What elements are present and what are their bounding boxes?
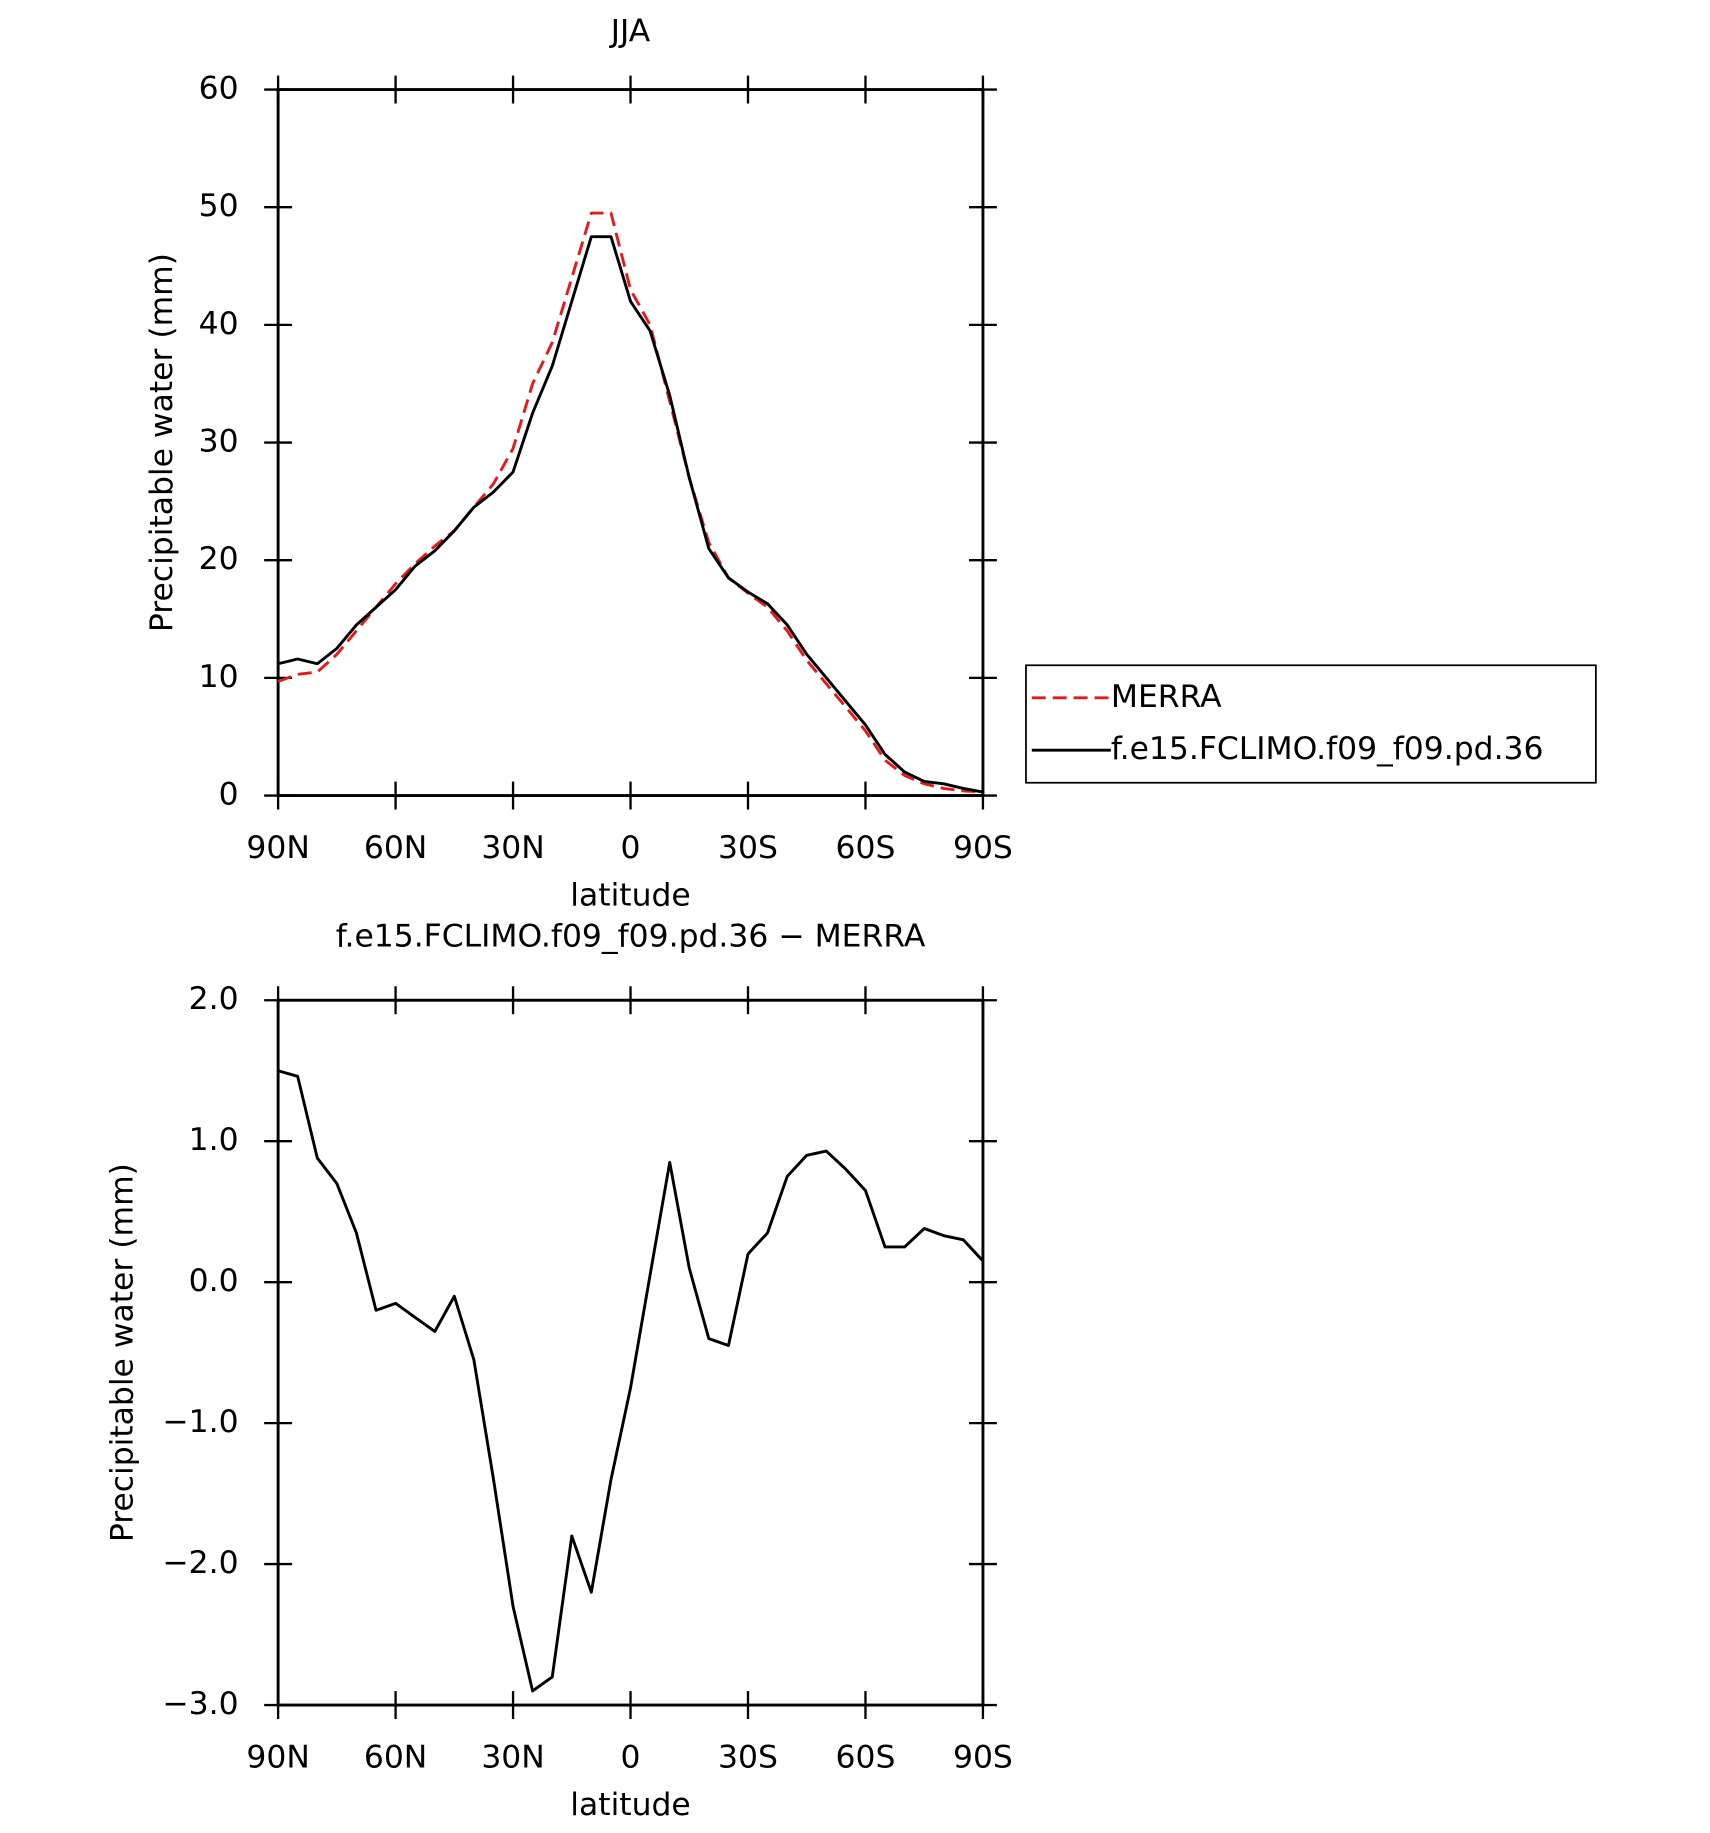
x-tick-label: 60S <box>836 1740 896 1776</box>
x-tick-label: 60S <box>836 830 896 866</box>
series-line <box>277 211 984 794</box>
y-tick-label: −3.0 <box>162 1686 238 1722</box>
x-tick-label: 0 <box>621 1740 641 1776</box>
x-tick-label: 90S <box>953 1740 1013 1776</box>
x-axis-label: latitude <box>570 878 690 914</box>
series-line <box>277 1069 985 1693</box>
x-tick-label: 30S <box>718 1740 778 1776</box>
chart-title: f.e15.FCLIMO.f09_f09.pd.36 − MERRA <box>336 918 926 954</box>
y-tick-label: 60 <box>199 71 239 107</box>
y-tick-label: −1.0 <box>162 1404 238 1440</box>
x-tick-label: 30N <box>481 830 544 866</box>
plot-frame <box>276 998 985 1707</box>
x-tick-label: 30S <box>718 830 778 866</box>
series-line <box>277 235 984 794</box>
y-tick-label: 20 <box>199 541 239 577</box>
y-tick-label: 50 <box>199 188 239 224</box>
x-tick-label: 30N <box>481 1740 544 1776</box>
y-tick-label: 0.0 <box>189 1263 239 1299</box>
y-tick-label: 30 <box>199 424 239 460</box>
x-tick-label: 90S <box>953 830 1013 866</box>
x-axis-label: latitude <box>570 1787 690 1823</box>
legend-box <box>1025 664 1597 784</box>
chart-title: JJA <box>609 14 651 50</box>
y-tick-label: 0 <box>219 777 239 813</box>
y-tick-label: 2.0 <box>189 981 239 1017</box>
x-tick-label: 60N <box>364 1740 427 1776</box>
x-tick-label: 90N <box>246 830 309 866</box>
x-tick-label: 60N <box>364 830 427 866</box>
y-tick-label: 10 <box>199 659 239 695</box>
y-tick-label: 40 <box>199 306 239 342</box>
y-axis-label: Precipitable water (mm) <box>144 253 180 632</box>
x-tick-label: 90N <box>246 1740 309 1776</box>
legend-label: MERRA <box>1111 679 1222 715</box>
y-axis-label: Precipitable water (mm) <box>104 1163 140 1542</box>
legend-label: f.e15.FCLIMO.f09_f09.pd.36 <box>1111 731 1544 767</box>
x-tick-label: 0 <box>621 830 641 866</box>
plot-frame <box>276 88 985 797</box>
y-tick-label: 1.0 <box>189 1122 239 1158</box>
y-tick-label: −2.0 <box>162 1545 238 1581</box>
